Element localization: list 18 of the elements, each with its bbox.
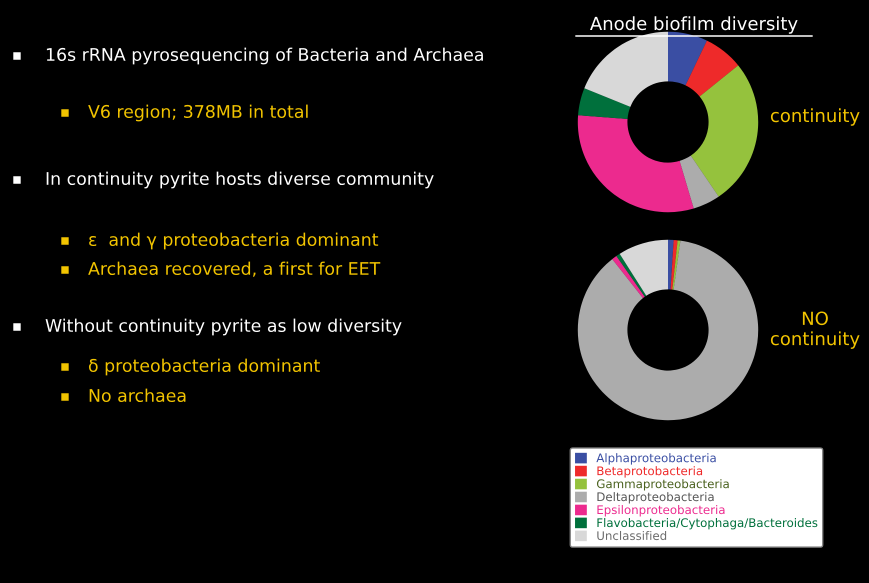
legend-label: Unclassified bbox=[597, 530, 666, 540]
legend-label: Alphaproteobacteria bbox=[596, 453, 716, 465]
text: 16s rRNA pyrosequencing of Bacteria and Archaea bbox=[46, 48, 483, 64]
text: In continuity pyrite hosts diverse community bbox=[46, 172, 434, 188]
legend-label: Gammaproteobacteria bbox=[596, 479, 729, 491]
text: V6 region; 378MB in total bbox=[88, 104, 308, 122]
text: continuity bbox=[770, 108, 860, 126]
legend-label: Betaprotobacteria bbox=[597, 466, 702, 478]
legend-label: Flavobacteria/Cytophaga/Bacteroides bbox=[597, 518, 818, 530]
text: Without continuity pyrite as low diversity bbox=[46, 318, 402, 336]
chart-title: Anode biofilm diversity bbox=[590, 16, 798, 34]
text: Archaea recovered, a first for EET bbox=[88, 262, 380, 277]
legend-label: Deltaproteobacteria bbox=[597, 492, 714, 504]
text: No archaea bbox=[90, 388, 186, 402]
legend-label: Epsilonproteobacteria bbox=[597, 505, 724, 516]
text: δ proteobacteria dominant bbox=[88, 358, 320, 376]
text: ε and γ proteobacteria dominant bbox=[89, 232, 378, 250]
text: NO continuity bbox=[770, 311, 860, 349]
